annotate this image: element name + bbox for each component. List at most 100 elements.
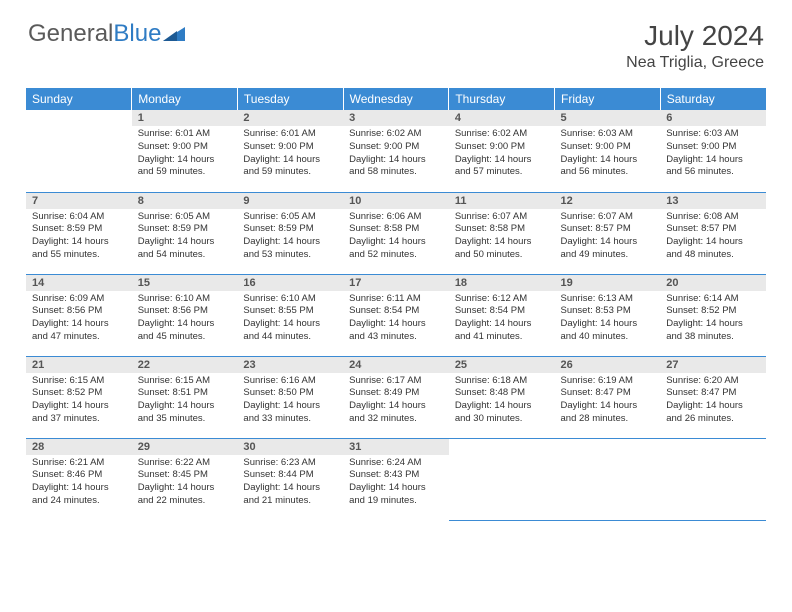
day-number: 8: [132, 193, 238, 209]
calendar-head: SundayMondayTuesdayWednesdayThursdayFrid…: [26, 88, 766, 110]
day-details: Sunrise: 6:07 AMSunset: 8:58 PMDaylight:…: [449, 209, 555, 266]
calendar-cell: 14Sunrise: 6:09 AMSunset: 8:56 PMDayligh…: [26, 274, 132, 356]
calendar-cell: ..: [555, 438, 661, 520]
day-number: 26: [555, 357, 661, 373]
calendar-cell: 5Sunrise: 6:03 AMSunset: 9:00 PMDaylight…: [555, 110, 661, 192]
calendar-cell: 23Sunrise: 6:16 AMSunset: 8:50 PMDayligh…: [237, 356, 343, 438]
calendar-cell: 8Sunrise: 6:05 AMSunset: 8:59 PMDaylight…: [132, 192, 238, 274]
day-number: 14: [26, 275, 132, 291]
calendar-cell: 17Sunrise: 6:11 AMSunset: 8:54 PMDayligh…: [343, 274, 449, 356]
calendar-body: ..1Sunrise: 6:01 AMSunset: 9:00 PMDaylig…: [26, 110, 766, 520]
calendar-cell: 22Sunrise: 6:15 AMSunset: 8:51 PMDayligh…: [132, 356, 238, 438]
calendar-cell: 25Sunrise: 6:18 AMSunset: 8:48 PMDayligh…: [449, 356, 555, 438]
calendar-row: 21Sunrise: 6:15 AMSunset: 8:52 PMDayligh…: [26, 356, 766, 438]
calendar-cell: ..: [660, 438, 766, 520]
logo-triangle-icon: [163, 20, 185, 48]
day-details: Sunrise: 6:20 AMSunset: 8:47 PMDaylight:…: [660, 373, 766, 430]
day-details: Sunrise: 6:11 AMSunset: 8:54 PMDaylight:…: [343, 291, 449, 348]
day-number: 29: [132, 439, 238, 455]
day-number: 18: [449, 275, 555, 291]
calendar-cell: 4Sunrise: 6:02 AMSunset: 9:00 PMDaylight…: [449, 110, 555, 192]
calendar-cell: 13Sunrise: 6:08 AMSunset: 8:57 PMDayligh…: [660, 192, 766, 274]
day-details: Sunrise: 6:22 AMSunset: 8:45 PMDaylight:…: [132, 455, 238, 512]
calendar-row: 14Sunrise: 6:09 AMSunset: 8:56 PMDayligh…: [26, 274, 766, 356]
calendar-row: ..1Sunrise: 6:01 AMSunset: 9:00 PMDaylig…: [26, 110, 766, 192]
weekday-header: Sunday: [26, 88, 132, 110]
day-number: 23: [237, 357, 343, 373]
month-title: July 2024: [626, 20, 764, 52]
day-details: Sunrise: 6:02 AMSunset: 9:00 PMDaylight:…: [449, 126, 555, 183]
weekday-header: Tuesday: [237, 88, 343, 110]
weekday-header: Saturday: [660, 88, 766, 110]
header: GeneralBlue July 2024 Nea Triglia, Greec…: [0, 0, 792, 80]
calendar-cell: 2Sunrise: 6:01 AMSunset: 9:00 PMDaylight…: [237, 110, 343, 192]
calendar-cell: ..: [26, 110, 132, 192]
day-details: Sunrise: 6:19 AMSunset: 8:47 PMDaylight:…: [555, 373, 661, 430]
calendar-cell: 24Sunrise: 6:17 AMSunset: 8:49 PMDayligh…: [343, 356, 449, 438]
day-details: Sunrise: 6:03 AMSunset: 9:00 PMDaylight:…: [660, 126, 766, 183]
day-details: Sunrise: 6:05 AMSunset: 8:59 PMDaylight:…: [132, 209, 238, 266]
day-number: 7: [26, 193, 132, 209]
day-number: 11: [449, 193, 555, 209]
day-number: 1: [132, 110, 238, 126]
calendar-cell: 15Sunrise: 6:10 AMSunset: 8:56 PMDayligh…: [132, 274, 238, 356]
day-number: 9: [237, 193, 343, 209]
calendar-cell: 16Sunrise: 6:10 AMSunset: 8:55 PMDayligh…: [237, 274, 343, 356]
day-details: Sunrise: 6:07 AMSunset: 8:57 PMDaylight:…: [555, 209, 661, 266]
calendar-cell: 12Sunrise: 6:07 AMSunset: 8:57 PMDayligh…: [555, 192, 661, 274]
calendar-table: SundayMondayTuesdayWednesdayThursdayFrid…: [26, 88, 766, 521]
weekday-header: Wednesday: [343, 88, 449, 110]
day-number: 31: [343, 439, 449, 455]
day-details: Sunrise: 6:14 AMSunset: 8:52 PMDaylight:…: [660, 291, 766, 348]
day-details: Sunrise: 6:01 AMSunset: 9:00 PMDaylight:…: [132, 126, 238, 183]
day-details: Sunrise: 6:06 AMSunset: 8:58 PMDaylight:…: [343, 209, 449, 266]
day-details: Sunrise: 6:09 AMSunset: 8:56 PMDaylight:…: [26, 291, 132, 348]
logo: GeneralBlue: [28, 20, 185, 48]
calendar-cell: 7Sunrise: 6:04 AMSunset: 8:59 PMDaylight…: [26, 192, 132, 274]
day-number: 22: [132, 357, 238, 373]
day-number: 4: [449, 110, 555, 126]
day-details: Sunrise: 6:24 AMSunset: 8:43 PMDaylight:…: [343, 455, 449, 512]
day-number: 25: [449, 357, 555, 373]
calendar-cell: 21Sunrise: 6:15 AMSunset: 8:52 PMDayligh…: [26, 356, 132, 438]
day-details: Sunrise: 6:10 AMSunset: 8:56 PMDaylight:…: [132, 291, 238, 348]
day-details: Sunrise: 6:16 AMSunset: 8:50 PMDaylight:…: [237, 373, 343, 430]
day-number: 30: [237, 439, 343, 455]
weekday-header: Thursday: [449, 88, 555, 110]
day-details: Sunrise: 6:18 AMSunset: 8:48 PMDaylight:…: [449, 373, 555, 430]
location: Nea Triglia, Greece: [626, 54, 764, 72]
weekday-header: Friday: [555, 88, 661, 110]
day-number: 17: [343, 275, 449, 291]
day-number: 21: [26, 357, 132, 373]
calendar-cell: 31Sunrise: 6:24 AMSunset: 8:43 PMDayligh…: [343, 438, 449, 520]
day-details: Sunrise: 6:04 AMSunset: 8:59 PMDaylight:…: [26, 209, 132, 266]
calendar-cell: 20Sunrise: 6:14 AMSunset: 8:52 PMDayligh…: [660, 274, 766, 356]
day-number: 15: [132, 275, 238, 291]
title-block: July 2024 Nea Triglia, Greece: [626, 20, 764, 72]
day-number: 12: [555, 193, 661, 209]
day-details: Sunrise: 6:15 AMSunset: 8:51 PMDaylight:…: [132, 373, 238, 430]
calendar-cell: 26Sunrise: 6:19 AMSunset: 8:47 PMDayligh…: [555, 356, 661, 438]
calendar-cell: 28Sunrise: 6:21 AMSunset: 8:46 PMDayligh…: [26, 438, 132, 520]
calendar-cell: 30Sunrise: 6:23 AMSunset: 8:44 PMDayligh…: [237, 438, 343, 520]
weekday-header: Monday: [132, 88, 238, 110]
calendar-row: 7Sunrise: 6:04 AMSunset: 8:59 PMDaylight…: [26, 192, 766, 274]
day-details: Sunrise: 6:02 AMSunset: 9:00 PMDaylight:…: [343, 126, 449, 183]
day-number: 28: [26, 439, 132, 455]
day-number: 10: [343, 193, 449, 209]
day-number: 27: [660, 357, 766, 373]
day-details: Sunrise: 6:01 AMSunset: 9:00 PMDaylight:…: [237, 126, 343, 183]
calendar-row: 28Sunrise: 6:21 AMSunset: 8:46 PMDayligh…: [26, 438, 766, 520]
calendar-cell: 27Sunrise: 6:20 AMSunset: 8:47 PMDayligh…: [660, 356, 766, 438]
day-details: Sunrise: 6:21 AMSunset: 8:46 PMDaylight:…: [26, 455, 132, 512]
day-number: 2: [237, 110, 343, 126]
day-details: Sunrise: 6:17 AMSunset: 8:49 PMDaylight:…: [343, 373, 449, 430]
calendar-cell: ..: [449, 438, 555, 520]
day-details: Sunrise: 6:05 AMSunset: 8:59 PMDaylight:…: [237, 209, 343, 266]
day-details: Sunrise: 6:15 AMSunset: 8:52 PMDaylight:…: [26, 373, 132, 430]
logo-text-1: General: [28, 20, 113, 48]
day-number: 19: [555, 275, 661, 291]
calendar-cell: 11Sunrise: 6:07 AMSunset: 8:58 PMDayligh…: [449, 192, 555, 274]
calendar-cell: 19Sunrise: 6:13 AMSunset: 8:53 PMDayligh…: [555, 274, 661, 356]
day-number: 16: [237, 275, 343, 291]
